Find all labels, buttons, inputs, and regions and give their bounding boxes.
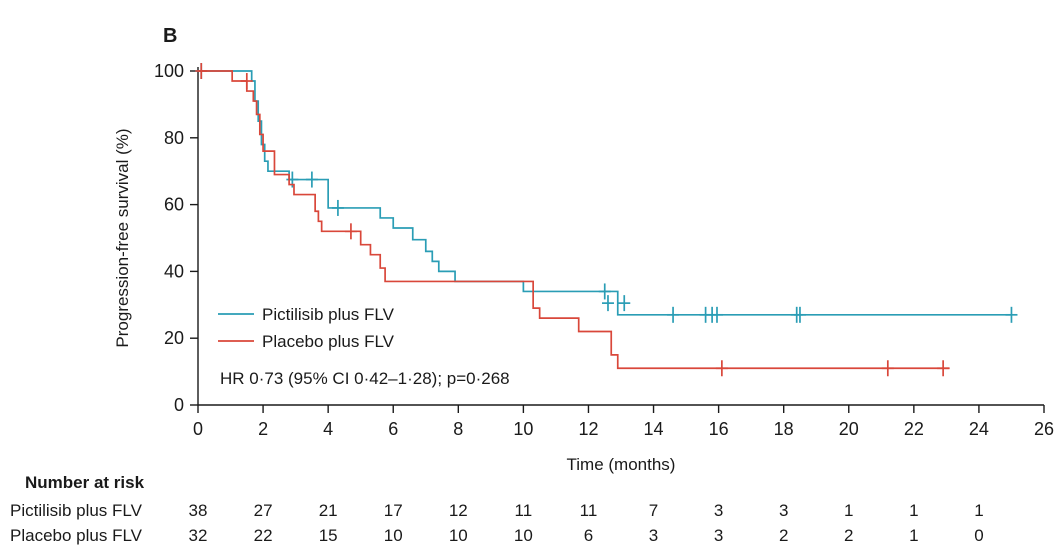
x-tick-label: 10: [513, 419, 533, 439]
legend-label: Placebo plus FLV: [262, 332, 395, 351]
survival-curves: [195, 63, 1018, 377]
risk-row-label: Placebo plus FLV: [10, 526, 143, 545]
legend: Pictilisib plus FLV Placebo plus FLV: [218, 305, 395, 351]
x-tick-label: 24: [969, 419, 989, 439]
risk-value: 6: [584, 526, 593, 545]
x-tick-label: 16: [709, 419, 729, 439]
risk-value: 3: [714, 526, 723, 545]
y-tick-label: 100: [154, 61, 184, 81]
risk-table-header: Number at risk: [25, 473, 145, 492]
series-line-1: [198, 70, 1012, 316]
x-tick-label: 14: [644, 419, 664, 439]
x-tick-label: 20: [839, 419, 859, 439]
y-tick-label: 20: [164, 328, 184, 348]
risk-value: 10: [514, 526, 533, 545]
x-tick-label: 8: [453, 419, 463, 439]
risk-value: 10: [449, 526, 468, 545]
x-tick-label: 22: [904, 419, 924, 439]
risk-value: 3: [714, 501, 723, 520]
x-axis-title: Time (months): [567, 455, 676, 474]
x-tick-label: 18: [774, 419, 794, 439]
series-line-2: [198, 70, 950, 370]
risk-value: 2: [844, 526, 853, 545]
x-tick-label: 6: [388, 419, 398, 439]
risk-value: 38: [189, 501, 208, 520]
risk-value: 12: [449, 501, 468, 520]
risk-value: 21: [319, 501, 338, 520]
risk-value: 10: [384, 526, 403, 545]
y-tick-label: 60: [164, 195, 184, 215]
x-tick-label: 12: [578, 419, 598, 439]
risk-value: 7: [649, 501, 658, 520]
risk-value: 11: [580, 501, 598, 520]
risk-value: 27: [254, 501, 273, 520]
x-tick-label: 2: [258, 419, 268, 439]
y-tick-label: 40: [164, 261, 184, 281]
risk-value: 1: [909, 501, 918, 520]
risk-value: 17: [384, 501, 403, 520]
hazard-ratio-annotation: HR 0·73 (95% CI 0·42–1·28); p=0·268: [220, 369, 510, 388]
risk-value: 0: [974, 526, 983, 545]
risk-value: 1: [909, 526, 918, 545]
y-tick-label: 0: [174, 395, 184, 415]
x-tick-label: 4: [323, 419, 333, 439]
y-axis-title: Progression-free survival (%): [113, 128, 132, 347]
risk-value: 32: [189, 526, 208, 545]
risk-row-label: Pictilisib plus FLV: [10, 501, 143, 520]
risk-value: 1: [844, 501, 853, 520]
x-tick-label: 0: [193, 419, 203, 439]
risk-value: 22: [254, 526, 273, 545]
x-tick-label: 26: [1034, 419, 1054, 439]
panel-label: B: [163, 25, 177, 47]
risk-value: 3: [779, 501, 788, 520]
risk-value: 11: [515, 501, 533, 520]
risk-value: 15: [319, 526, 338, 545]
risk-value: 1: [974, 501, 983, 520]
number-at-risk-table: Number at risk Pictilisib plus FLV 38 27 21…: [10, 473, 984, 545]
legend-label: Pictilisib plus FLV: [262, 305, 395, 324]
y-tick-label: 80: [164, 128, 184, 148]
risk-value: 2: [779, 526, 788, 545]
risk-value: 3: [649, 526, 658, 545]
